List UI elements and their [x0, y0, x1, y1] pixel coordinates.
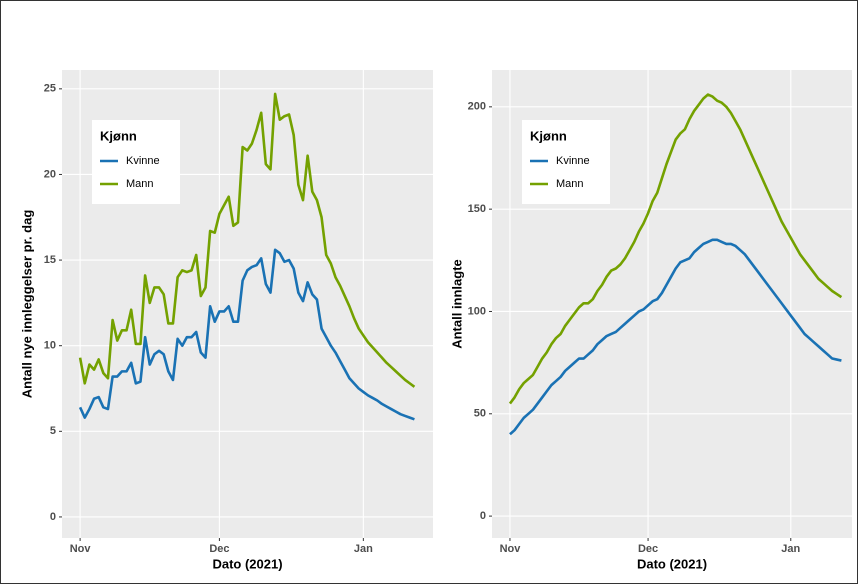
y-tick-label: 100	[468, 305, 486, 317]
y-tick-label: 5	[50, 425, 56, 437]
data-line	[78, 92, 416, 388]
x-tick-label: Jan	[354, 543, 373, 555]
legend-label: Mann	[556, 178, 584, 190]
legend-title: Kjønn	[100, 128, 137, 143]
legend-label: Kvinne	[126, 155, 160, 167]
legend-label: Mann	[126, 178, 154, 190]
y-axis-title: Antall innlagte	[449, 259, 464, 349]
data-line	[509, 238, 842, 436]
y-tick-label: 20	[44, 168, 56, 180]
x-axis-title: Dato (2021)	[637, 556, 707, 571]
y-tick-label: 15	[44, 254, 56, 266]
x-tick-label: Nov	[70, 543, 92, 555]
x-axis-title: Dato (2021)	[212, 556, 282, 571]
x-tick-label: Jan	[781, 543, 800, 555]
y-tick-label: 0	[50, 511, 56, 523]
legend-title: Kjønn	[530, 128, 567, 143]
y-tick-label: 0	[480, 510, 486, 522]
y-tick-label: 150	[468, 203, 486, 215]
x-tick-label: Nov	[500, 543, 522, 555]
x-tick-label: Dec	[638, 543, 658, 555]
x-tick-label: Dec	[209, 543, 229, 555]
data-line	[508, 93, 843, 405]
data-line	[78, 248, 415, 421]
y-tick-label: 200	[468, 101, 486, 113]
y-tick-label: 25	[44, 83, 56, 95]
y-axis-title: Antall nye innleggelser pr. dag	[19, 210, 34, 399]
legend-label: Kvinne	[556, 155, 590, 167]
y-tick-label: 50	[474, 408, 486, 420]
y-tick-label: 10	[44, 340, 56, 352]
